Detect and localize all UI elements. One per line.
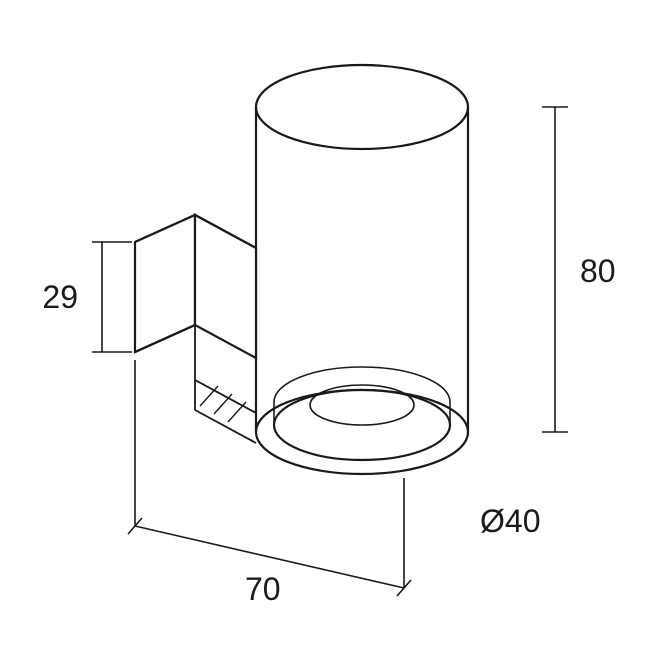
technical-drawing: 29 80 70 Ø40	[0, 0, 650, 650]
dim-diameter-40: Ø40	[480, 503, 540, 539]
dim-diameter-label: Ø40	[480, 503, 540, 539]
bracket-front-face	[135, 215, 195, 352]
dim-80: 80	[542, 107, 616, 432]
dim-80-label: 80	[580, 253, 616, 289]
bracket-side-face	[195, 215, 256, 358]
cylinder-top-rim	[256, 65, 468, 149]
dim-29-label: 29	[42, 279, 78, 315]
dim-70-label: 70	[245, 571, 281, 607]
cylinder	[256, 65, 468, 474]
dim-29: 29	[42, 242, 132, 352]
bracket-slot	[195, 380, 256, 443]
mounting-bracket	[135, 215, 256, 443]
